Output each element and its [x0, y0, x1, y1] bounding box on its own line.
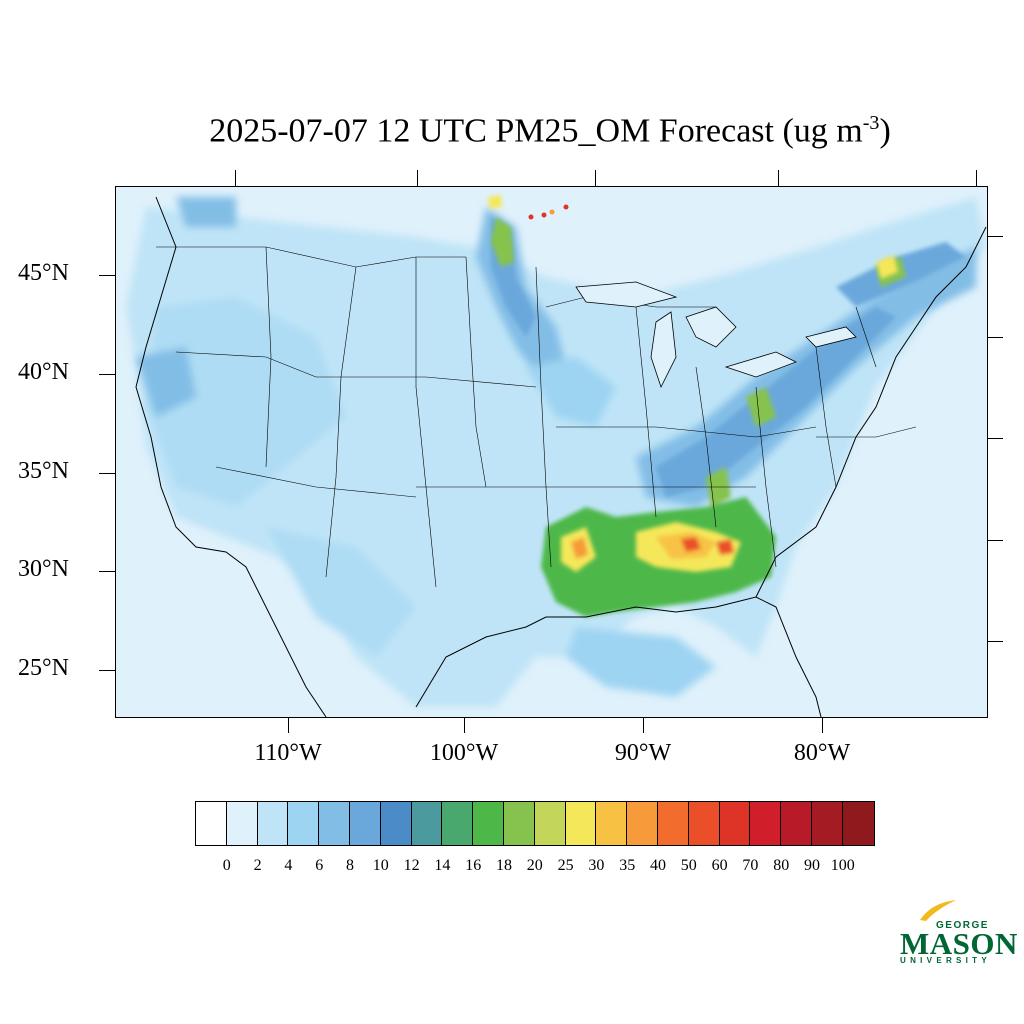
colorbar-label: 0 — [222, 857, 231, 874]
colorbar-label: 10 — [372, 857, 389, 874]
george-mason-logo: GEORGE MASON UNIVERSITY — [896, 898, 1017, 970]
bottom-tick — [288, 717, 289, 733]
colorbar-label: 18 — [496, 857, 512, 874]
colorbar-label: 100 — [830, 857, 855, 874]
map-title: 2025-07-07 12 UTC PM25_OM Forecast (ug m… — [0, 112, 1024, 150]
colorbar-cell — [750, 802, 782, 845]
concentration-field-hot — [488, 195, 898, 572]
top-tick — [778, 170, 779, 186]
bottom-tick — [822, 717, 823, 733]
colorbar-cell — [842, 802, 874, 845]
logo-mason: MASON — [900, 926, 1018, 961]
colorbar-label: 35 — [619, 857, 636, 874]
left-tick — [99, 670, 115, 671]
title-unit-superscript: -3 — [862, 112, 880, 134]
right-tick — [987, 236, 1003, 237]
left-tick — [99, 374, 115, 375]
colorbar-label: 14 — [434, 857, 451, 874]
colorbar-label: 4 — [284, 857, 293, 874]
colorbar-label: 16 — [465, 857, 482, 874]
state-boundaries — [156, 246, 917, 588]
lon-label: 80°W — [793, 740, 851, 766]
right-tick — [987, 540, 1003, 541]
left-tick — [99, 275, 115, 276]
forecast-map — [115, 186, 988, 718]
colorbar-cell — [811, 802, 843, 845]
lon-label: 100°W — [429, 740, 499, 766]
colorbar-label: 8 — [346, 857, 354, 874]
colorbar — [195, 801, 875, 846]
logo-university: UNIVERSITY — [900, 956, 992, 965]
colorbar-cell — [319, 802, 350, 845]
lat-label: 30°N — [18, 556, 69, 582]
colorbar-label: 80 — [773, 857, 790, 874]
logo-george: GEORGE — [936, 920, 989, 931]
left-tick — [99, 473, 115, 474]
colorbar-label: 50 — [680, 857, 697, 874]
top-tick — [417, 170, 418, 186]
colorbar-label: 40 — [650, 857, 666, 874]
colorbar-label: 90 — [804, 857, 820, 874]
colorbar-cell — [503, 802, 535, 845]
top-tick — [595, 170, 596, 186]
colorbar-cell — [226, 802, 258, 845]
colorbar-cell — [349, 802, 381, 845]
lat-label: 40°N — [18, 359, 69, 385]
colorbar-cell — [596, 802, 628, 845]
colorbar-cell — [473, 802, 504, 845]
colorbar-label: 2 — [253, 857, 262, 874]
colorbar-cell — [688, 802, 720, 845]
top-tick — [235, 170, 236, 186]
colorbar-label: 25 — [557, 857, 574, 874]
colorbar-cell — [257, 802, 289, 845]
lon-label: 90°W — [614, 740, 672, 766]
coastline — [135, 196, 987, 717]
left-tick — [99, 571, 115, 572]
colorbar-cell — [411, 802, 443, 845]
colorbar-cell — [288, 802, 320, 845]
top-tick — [976, 170, 977, 186]
colorbar-label: 6 — [315, 857, 324, 874]
fire-hotspots — [528, 204, 569, 220]
colorbar-label: 12 — [403, 857, 420, 874]
lon-label: 110°W — [254, 740, 322, 766]
title-text: 2025-07-07 12 UTC PM25_OM Forecast (ug m — [209, 112, 863, 150]
lat-label: 45°N — [18, 260, 69, 286]
colorbar-label: 20 — [526, 857, 543, 874]
colorbar-label: 70 — [742, 857, 759, 874]
right-tick — [987, 438, 1003, 439]
lat-label: 25°N — [18, 655, 69, 681]
colorbar-label: 30 — [588, 857, 605, 874]
colorbar-cell — [657, 802, 689, 845]
map-svg — [116, 187, 987, 717]
colorbar-cell — [196, 802, 227, 845]
bottom-tick — [643, 717, 644, 733]
colorbar-cell — [565, 802, 597, 845]
bottom-tick — [464, 717, 465, 733]
concentration-field-light — [126, 197, 986, 707]
title-close: ) — [879, 112, 891, 150]
colorbar-cell — [380, 802, 412, 845]
lat-label: 35°N — [18, 458, 69, 484]
colorbar-cell — [534, 802, 566, 845]
right-tick — [987, 337, 1003, 338]
right-tick — [987, 641, 1003, 642]
colorbar-cell — [781, 802, 812, 845]
colorbar-cell — [719, 802, 751, 845]
great-lakes — [575, 281, 857, 389]
colorbar-cell — [627, 802, 658, 845]
colorbar-label: 60 — [711, 857, 728, 874]
logo-swoosh-icon — [920, 900, 956, 921]
colorbar-cell — [442, 802, 474, 845]
